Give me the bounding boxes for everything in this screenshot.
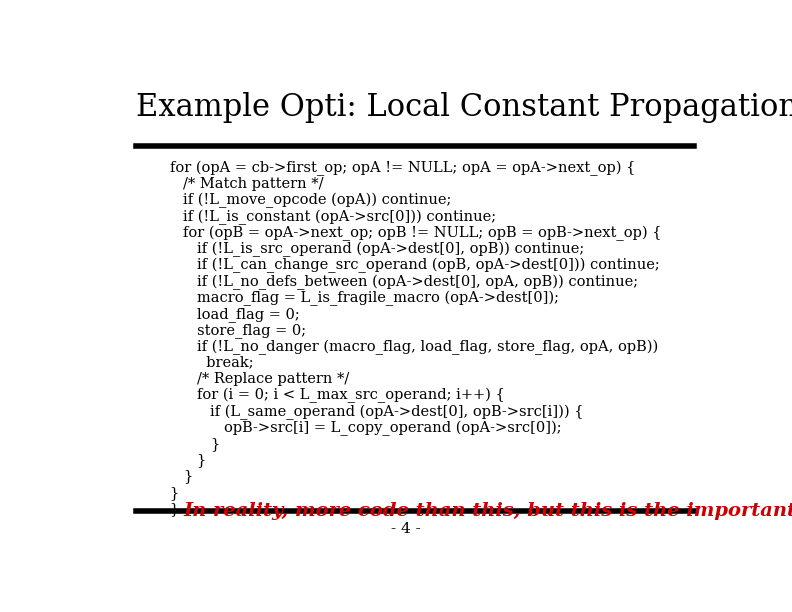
Text: if (!L_can_change_src_operand (opB, opA->dest[0])) continue;: if (!L_can_change_src_operand (opB, opA-… <box>196 258 660 274</box>
Text: opB->src[i] = L_copy_operand (opA->src[0]);: opB->src[i] = L_copy_operand (opA->src[0… <box>223 420 562 436</box>
Text: }: } <box>210 437 219 451</box>
Text: }: } <box>169 486 179 500</box>
Text: /* Replace pattern */: /* Replace pattern */ <box>196 372 348 386</box>
Text: /* Match pattern */: /* Match pattern */ <box>183 177 324 191</box>
Text: }: } <box>183 469 192 483</box>
Text: macro_flag = L_is_fragile_macro (opA->dest[0]);: macro_flag = L_is_fragile_macro (opA->de… <box>196 291 558 306</box>
Text: if (!L_no_defs_between (opA->dest[0], opA, opB)) continue;: if (!L_no_defs_between (opA->dest[0], op… <box>196 274 638 289</box>
Text: }: } <box>169 502 179 516</box>
Text: for (i = 0; i < L_max_src_operand; i++) {: for (i = 0; i < L_max_src_operand; i++) … <box>196 388 505 403</box>
Text: Example Opti: Local Constant Propagation: Example Opti: Local Constant Propagation <box>136 92 792 123</box>
Text: for (opA = cb->first_op; opA != NULL; opA = opA->next_op) {: for (opA = cb->first_op; opA != NULL; op… <box>169 160 635 176</box>
Text: if (L_same_operand (opA->dest[0], opB->src[i])) {: if (L_same_operand (opA->dest[0], opB->s… <box>210 405 584 420</box>
Text: if (!L_move_opcode (opA)) continue;: if (!L_move_opcode (opA)) continue; <box>183 193 451 209</box>
Text: if (!L_is_src_operand (opA->dest[0], opB)) continue;: if (!L_is_src_operand (opA->dest[0], opB… <box>196 242 584 257</box>
Text: In reality, more code than this, but this is the important stuff: In reality, more code than this, but thi… <box>183 502 792 520</box>
Text: load_flag = 0;: load_flag = 0; <box>196 307 299 322</box>
Text: for (opB = opA->next_op; opB != NULL; opB = opB->next_op) {: for (opB = opA->next_op; opB != NULL; op… <box>183 226 661 241</box>
Text: break;: break; <box>196 356 253 370</box>
Text: - 4 -: - 4 - <box>391 522 421 536</box>
Text: store_flag = 0;: store_flag = 0; <box>196 323 306 338</box>
Text: if (!L_is_constant (opA->src[0])) continue;: if (!L_is_constant (opA->src[0])) contin… <box>183 209 497 225</box>
Text: }: } <box>196 453 206 467</box>
Text: if (!L_no_danger (macro_flag, load_flag, store_flag, opA, opB)): if (!L_no_danger (macro_flag, load_flag,… <box>196 340 658 355</box>
